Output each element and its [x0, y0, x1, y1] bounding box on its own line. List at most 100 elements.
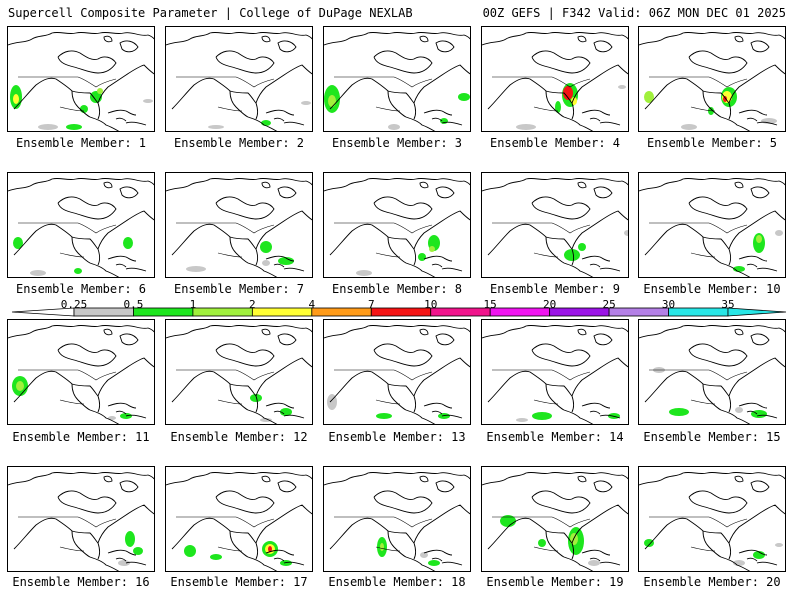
scp-contour	[418, 253, 426, 261]
coastline	[103, 35, 113, 43]
member-label: Ensemble Member: 17	[170, 575, 308, 589]
coastline	[750, 186, 770, 199]
colorbar-tick-label: 10	[424, 298, 438, 311]
coastline	[746, 557, 758, 562]
coastline	[688, 50, 748, 74]
coastline	[387, 236, 436, 277]
coastline	[13, 210, 154, 256]
map-panel-14	[481, 319, 629, 425]
scp-contour	[327, 394, 337, 410]
colorbar-segment	[549, 307, 610, 317]
coastline	[324, 471, 470, 486]
coastline	[593, 480, 613, 493]
political-border	[690, 546, 716, 552]
coastline	[599, 414, 621, 419]
coastline	[273, 263, 285, 268]
scp-contour	[735, 407, 743, 413]
scp-contour	[458, 93, 470, 101]
scp-contour	[516, 418, 528, 422]
coastline	[756, 414, 778, 419]
coastline	[487, 504, 628, 550]
coastline	[750, 40, 770, 53]
coastline	[577, 328, 587, 336]
coastline	[255, 248, 258, 266]
coastline	[644, 357, 785, 403]
coastline	[746, 263, 758, 268]
map-graphic	[639, 177, 785, 277]
coastline	[734, 475, 744, 483]
map-graphic	[482, 31, 628, 131]
political-border	[59, 546, 85, 552]
scp-contour	[38, 124, 58, 130]
scp-contour	[516, 124, 536, 130]
political-border	[59, 106, 85, 112]
coastline	[599, 121, 621, 126]
scp-contour	[261, 120, 271, 126]
coastline	[431, 410, 443, 415]
coastline	[324, 324, 470, 339]
coastline	[125, 121, 147, 126]
coastline	[283, 414, 305, 419]
coastline	[593, 40, 613, 53]
map-graphic	[8, 177, 154, 277]
member-label: Ensemble Member: 18	[328, 575, 466, 589]
coastline	[581, 255, 611, 262]
coastline	[119, 40, 139, 53]
coastline	[255, 102, 258, 120]
coastline	[531, 343, 591, 367]
coastline	[545, 383, 594, 424]
scp-contour	[356, 270, 372, 276]
coastline	[441, 267, 463, 272]
member-label: Ensemble Member: 5	[646, 136, 778, 150]
coastline	[8, 471, 154, 486]
scp-contour	[753, 551, 765, 559]
scp-contour	[260, 418, 272, 422]
coastline	[734, 328, 744, 336]
coastline	[728, 542, 731, 560]
coastline	[571, 248, 574, 266]
map-graphic	[166, 471, 312, 571]
colorbar-tick-label: 7	[367, 298, 375, 311]
coastline	[728, 102, 731, 120]
coastline	[387, 383, 436, 424]
coastline	[107, 549, 137, 556]
political-border	[492, 516, 591, 528]
scp-contour	[80, 105, 88, 113]
scp-contour	[184, 545, 196, 557]
map-graphic	[166, 31, 312, 131]
coastline	[599, 561, 621, 566]
coastline	[738, 549, 768, 556]
coastline	[571, 102, 574, 120]
coastline	[255, 395, 258, 413]
coastline	[13, 64, 154, 110]
scp-contour	[74, 268, 82, 274]
coastline	[756, 121, 778, 126]
member-label: Ensemble Member: 7	[173, 282, 305, 296]
coastline	[435, 333, 455, 346]
coastline	[487, 210, 628, 256]
coastline	[115, 557, 127, 562]
colorbar-tick-label: 35	[721, 298, 735, 311]
scp-contour	[97, 88, 103, 94]
coastline	[644, 504, 785, 550]
scp-contour	[438, 413, 450, 419]
scp-contour	[669, 408, 689, 416]
coastline	[431, 117, 443, 122]
coastline	[387, 530, 436, 571]
coastline	[431, 263, 443, 268]
coastline	[423, 402, 453, 409]
map-panel-2	[165, 26, 313, 132]
coastline	[577, 35, 587, 43]
member-label: Ensemble Member: 20	[643, 575, 781, 589]
map-panel-12	[165, 319, 313, 425]
scp-contour	[578, 243, 586, 251]
political-border	[176, 222, 275, 234]
coastline	[734, 181, 744, 189]
coastline	[702, 90, 751, 131]
scp-contour	[538, 539, 546, 547]
coastline	[487, 357, 628, 403]
member-label: Ensemble Member: 11	[12, 430, 150, 444]
coastline	[531, 490, 591, 514]
coastline	[166, 177, 312, 192]
political-border	[649, 516, 748, 528]
